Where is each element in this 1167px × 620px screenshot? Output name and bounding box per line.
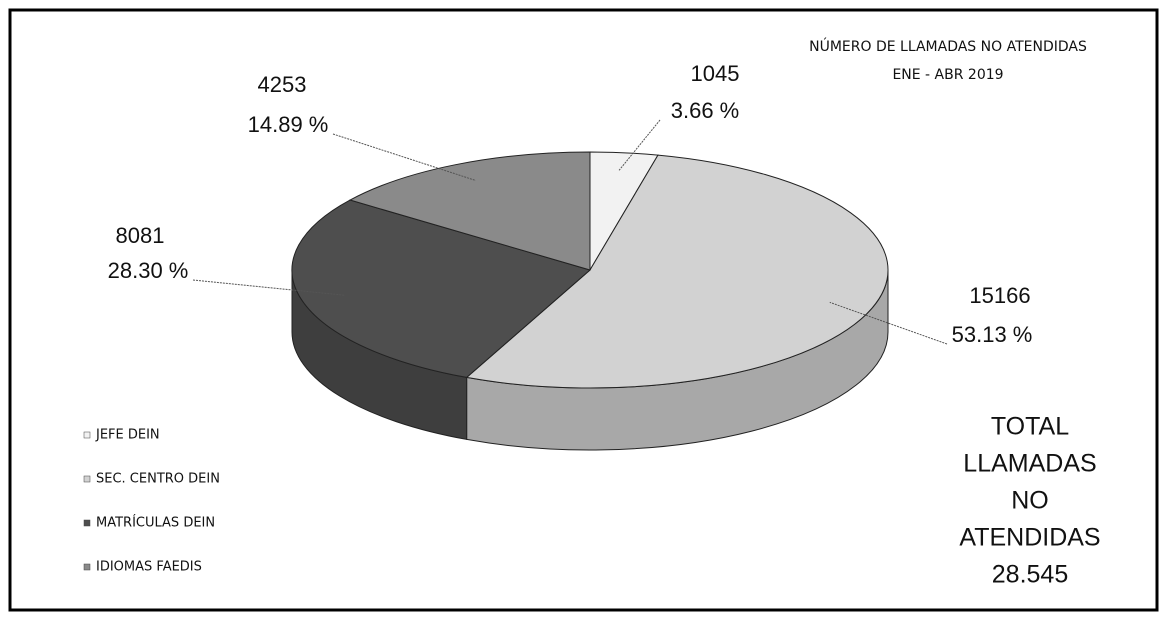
legend-label: JEFE DEIN: [95, 428, 160, 443]
data-label: 1045: [691, 61, 740, 86]
percent-label: 14.89 %: [248, 112, 329, 137]
legend-swatch: [83, 475, 91, 483]
slice: [348, 151, 591, 271]
percent-label: 3.66 %: [671, 98, 740, 123]
total-annotation: 28.545: [992, 561, 1068, 589]
data-label: 15166: [969, 283, 1030, 308]
slice: [465, 154, 889, 389]
data-label: 4253: [258, 72, 307, 97]
percent-label: 28.30 %: [108, 258, 189, 283]
slice: [291, 199, 592, 378]
legend-label: MATRÍCULAS DEIN: [96, 515, 215, 531]
total-annotation: NO: [1011, 487, 1049, 515]
chart-subtitle: ENE - ABR 2019: [892, 67, 1003, 83]
legend-label: IDIOMAS FAEDIS: [96, 560, 202, 575]
leader-line: [192, 279, 345, 296]
legend-swatch: [83, 431, 91, 439]
percent-label: 53.13 %: [952, 322, 1033, 347]
total-annotation: LLAMADAS: [963, 450, 1096, 478]
total-annotation: ATENDIDAS: [959, 524, 1100, 552]
legend-label: SEC. CENTRO DEIN: [96, 472, 220, 487]
frame: [8, 8, 1159, 612]
total-annotation: TOTAL: [991, 413, 1069, 441]
leader-line: [618, 119, 661, 171]
leader-line: [829, 301, 948, 345]
legend-swatch: [83, 563, 91, 571]
leader-line: [332, 133, 476, 181]
data-label: 8081: [116, 223, 165, 248]
legend-swatch: [83, 519, 91, 527]
chart-title: NÚMERO DE LLAMADAS NO ATENDIDAS: [809, 37, 1087, 55]
